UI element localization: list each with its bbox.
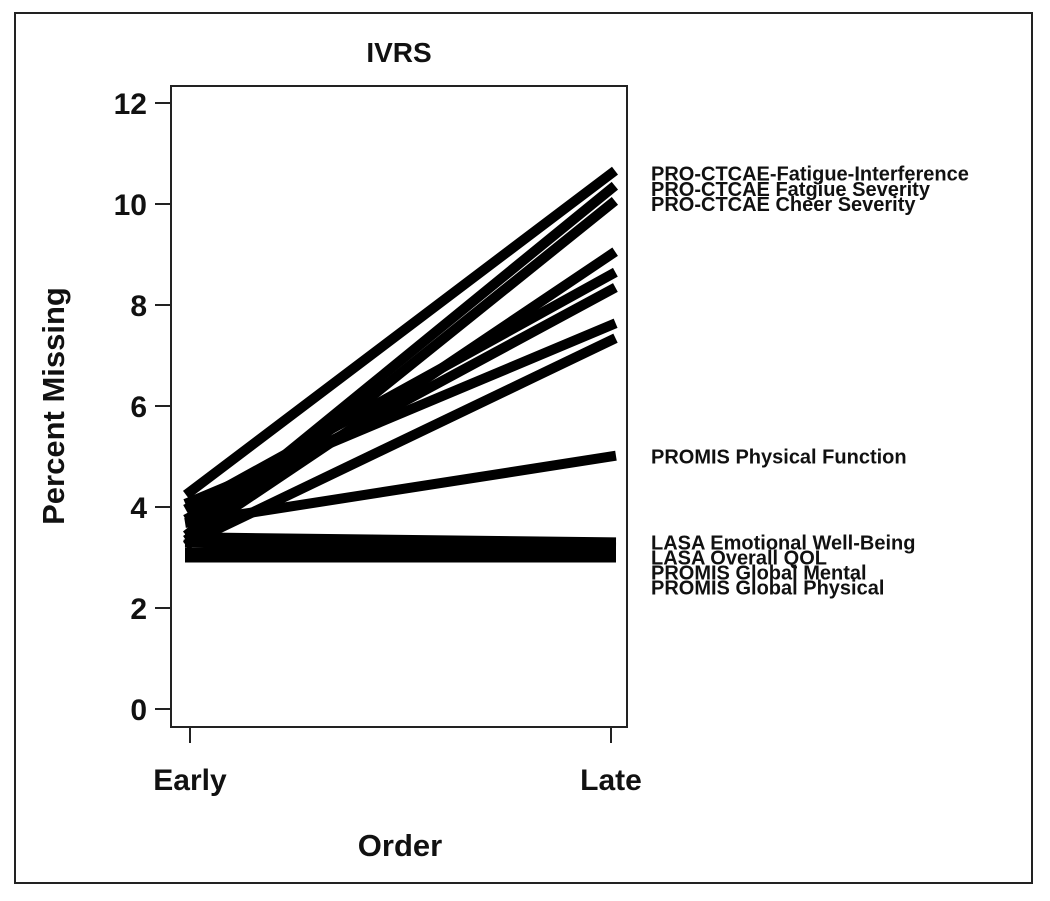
y-axis: 0 2 4 6 8 10 12 [114,88,171,727]
series-lines [182,166,619,563]
figure-frame [14,12,1033,884]
series-end-label: PRO-CTCAE Fatgiue Severity [651,179,931,201]
x-tick-label: Early [153,764,227,797]
y-axis-label: Percent Missing [36,287,71,525]
series-end-label: LASA Emotional Well-Being [651,532,915,554]
series-line [184,532,617,548]
series-line [182,166,619,499]
series-end-label: PROMIS Global Physical [651,577,884,599]
y-tick-label: 2 [130,593,147,626]
y-tick-label: 4 [130,492,147,525]
series-end-labels: PRO-CTCAE-Fatigue-InterferencePRO-CTCAE … [651,164,969,600]
x-axis-label: Order [358,828,442,863]
series-end-label: PROMIS Physical Function [651,447,907,469]
x-axis: Early Late [153,727,642,797]
chart-title: IVRS [366,37,431,68]
series-line [184,450,617,528]
series-end-label: LASA Overall QOL [651,547,827,569]
y-tick-label: 6 [130,391,147,424]
series-line [183,318,618,509]
series-line [184,537,617,553]
series-line [183,283,618,524]
y-tick-label: 0 [130,694,147,727]
y-tick-label: 10 [114,189,147,222]
series-end-label: PROMIS Global Mental [651,562,867,584]
series-end-label: PRO-CTCAE-Fatigue-Interference [651,164,969,186]
y-tick-label: 8 [130,290,147,323]
series-end-label: PRO-CTCAE Cheer Severity [651,194,916,216]
y-tick-label: 12 [114,88,147,121]
x-tick-label: Late [580,764,642,797]
